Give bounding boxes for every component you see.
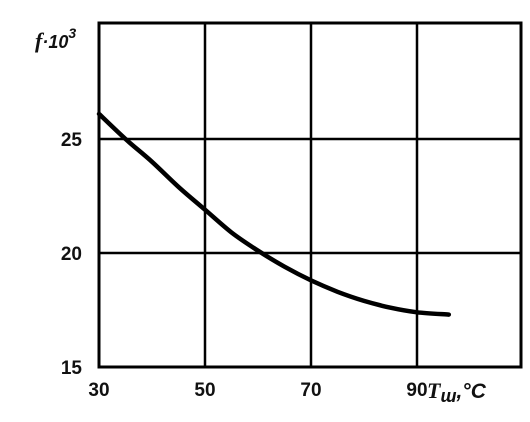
- y-axis-label: f·103: [35, 25, 76, 53]
- y-tick-label: 25: [61, 130, 83, 151]
- y-axis-multiplier: ·10: [42, 32, 68, 52]
- y-axis-exponent: 3: [68, 25, 76, 41]
- x-tick-label: 50: [194, 380, 215, 401]
- series-group: [96, 111, 452, 317]
- series-line: [96, 111, 452, 317]
- grid-lines: [99, 23, 521, 367]
- plot-frame: [97, 21, 523, 369]
- y-tick-labels: 15 20 25: [61, 130, 83, 379]
- y-axis-symbol: f: [35, 28, 45, 53]
- x-tick-labels: 30 50 70 90: [88, 380, 427, 401]
- y-tick-label: 20: [61, 244, 82, 265]
- x-axis-symbol: T: [427, 378, 442, 403]
- x-axis-unit: ,°C: [455, 380, 486, 403]
- x-tick-label: 90: [406, 380, 427, 401]
- x-axis-subscript: ш: [440, 386, 456, 406]
- x-tick-label: 30: [88, 380, 109, 401]
- x-tick-label: 70: [300, 380, 321, 401]
- y-tick-label: 15: [61, 358, 83, 379]
- x-axis-label: Tш,°C: [427, 378, 487, 406]
